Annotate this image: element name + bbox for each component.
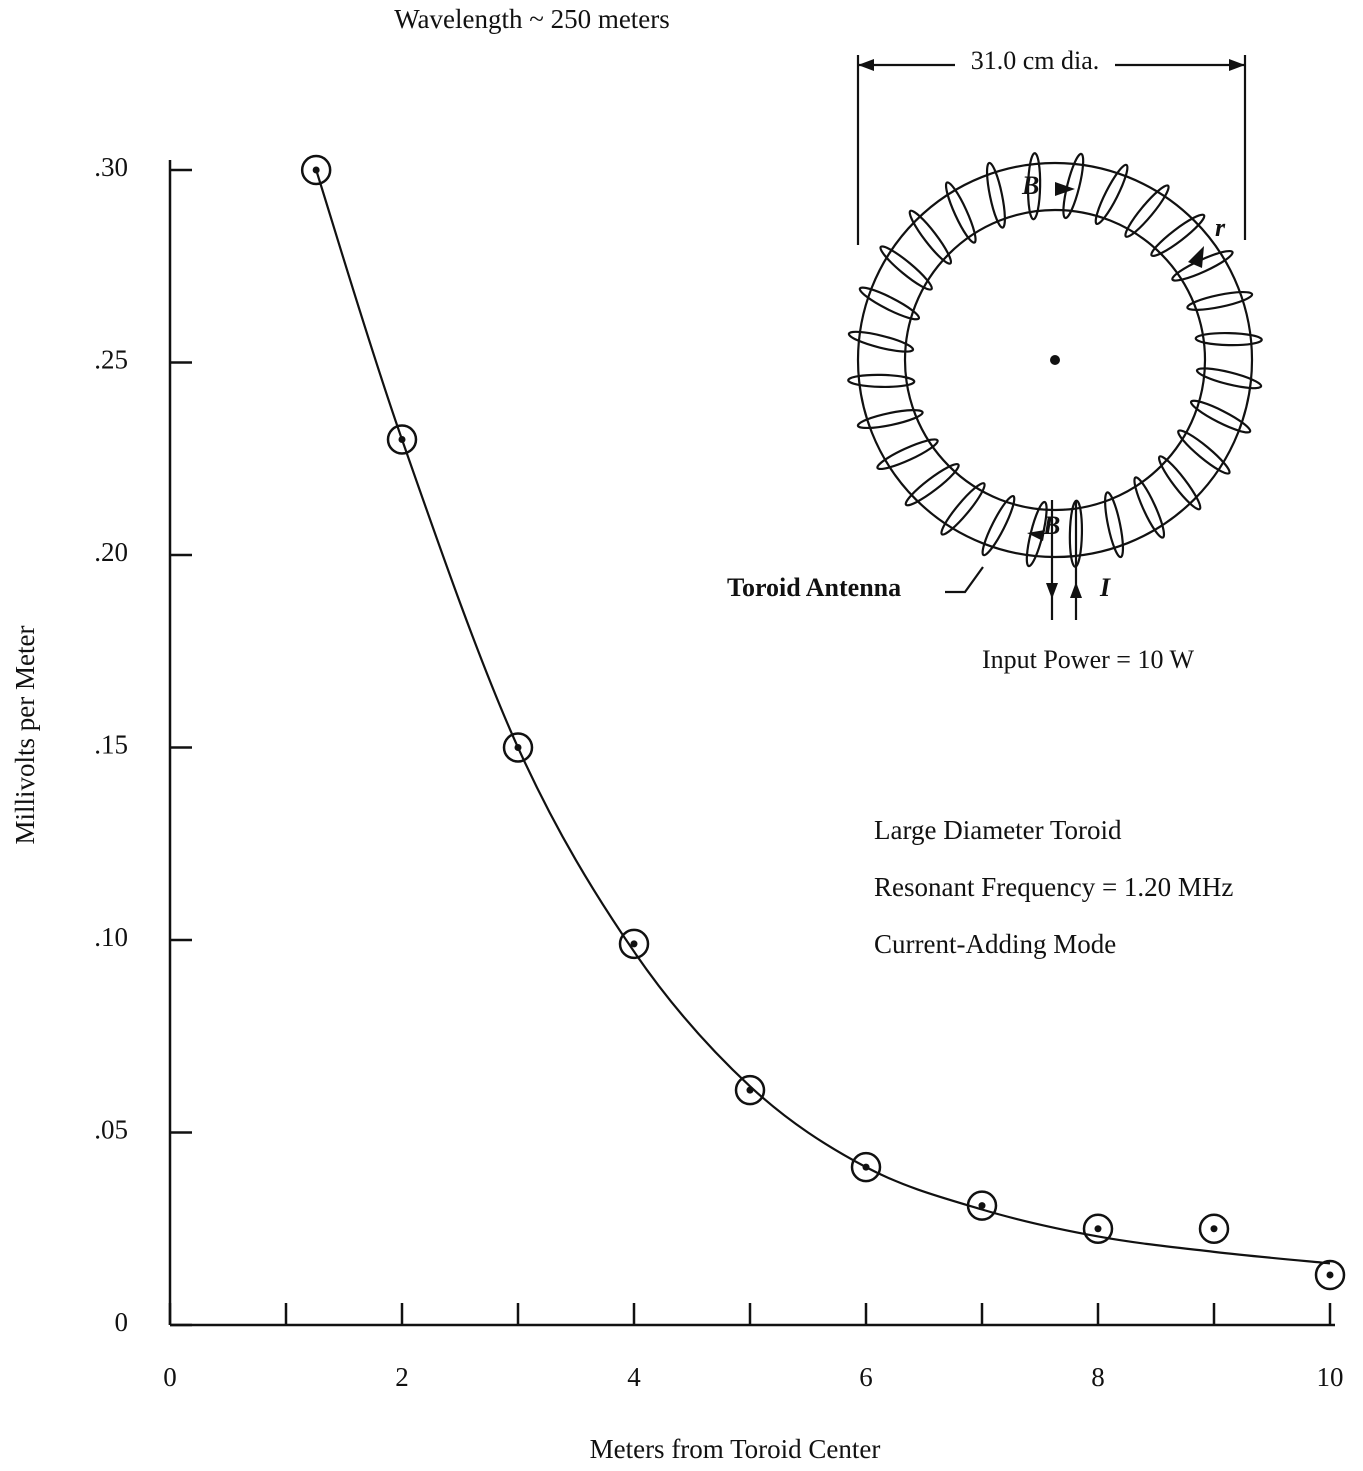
winding: [858, 286, 921, 321]
marker-ring: [850, 1151, 882, 1183]
winding: [847, 373, 916, 389]
y-tick-label: .30: [94, 152, 128, 182]
y-tick-label: 0: [115, 1307, 129, 1337]
toroid-diagram: 31.0 cm dia. B r B I Toroid Antenna Inpu…: [727, 46, 1263, 674]
field-arrow: [1055, 182, 1075, 196]
field-label: B: [1021, 171, 1039, 200]
toroid-outer: [856, 161, 1254, 559]
winding: [981, 494, 1016, 557]
winding: [940, 482, 986, 536]
marker-dot: [978, 1202, 986, 1210]
winding: [879, 245, 933, 291]
marker-ring: [1314, 1259, 1346, 1291]
y-tick-label: .25: [94, 345, 128, 375]
radius-label: r: [1215, 213, 1226, 242]
x-axis-label: Meters from Toroid Center: [590, 1434, 881, 1464]
winding: [944, 181, 977, 244]
field-arrow: [1188, 246, 1204, 268]
y-tick-label: .10: [94, 922, 128, 952]
annotation: Large Diameter Toroid: [874, 815, 1122, 845]
winding: [908, 209, 953, 265]
x-tick-label: 10: [1317, 1362, 1344, 1392]
annotation: Resonant Frequency = 1.20 MHz: [874, 872, 1233, 902]
winding: [1104, 491, 1125, 559]
winding: [1025, 500, 1048, 568]
marker-ring: [734, 1074, 766, 1106]
winding: [1068, 499, 1084, 568]
fit-curve: [315, 169, 1331, 1265]
y-tick-label: .05: [94, 1115, 128, 1145]
winding: [904, 462, 960, 507]
y-tick-label: .15: [94, 730, 128, 760]
chart-title: Wavelength ~ 250 meters: [394, 4, 670, 34]
winding: [1194, 331, 1263, 347]
winding: [1094, 163, 1129, 226]
current-arrow: [1046, 582, 1082, 599]
winding: [1195, 367, 1263, 390]
power-label: Input Power = 10 W: [982, 645, 1195, 674]
winding: [1062, 152, 1085, 220]
data-point: [1198, 1213, 1230, 1244]
winding: [1124, 184, 1170, 238]
winding: [1133, 476, 1166, 539]
annotation: Current-Adding Mode: [874, 929, 1116, 959]
x-tick-label: 6: [859, 1362, 873, 1392]
x-tick-label: 2: [395, 1362, 409, 1392]
antenna-label: Toroid Antenna: [727, 573, 901, 602]
label-bg: [955, 46, 1115, 80]
marker-ring: [1082, 1213, 1114, 1244]
y-tick-label: .20: [94, 537, 128, 567]
winding: [1150, 213, 1206, 258]
y-axis-label: Millivolts per Meter: [10, 626, 40, 845]
winding: [847, 330, 915, 353]
marker-ring: [386, 424, 418, 455]
winding: [1157, 455, 1202, 511]
data-point: [734, 1074, 766, 1106]
winding: [985, 161, 1006, 229]
winding: [1026, 152, 1042, 221]
marker-dot: [1326, 1271, 1334, 1279]
current-label: I: [1099, 573, 1111, 602]
winding: [1189, 399, 1252, 434]
toroid-inner: [903, 208, 1207, 512]
data-point: [618, 928, 650, 960]
marker-ring: [618, 928, 650, 960]
toroid-center: [1050, 355, 1060, 365]
winding: [876, 438, 939, 471]
data-point: [1082, 1213, 1114, 1244]
data-point: [1314, 1259, 1346, 1291]
dimension-label: 31.0 cm dia.: [971, 46, 1100, 75]
x-tick-label: 8: [1091, 1362, 1105, 1392]
marker-ring: [502, 732, 534, 763]
marker-dot: [630, 940, 638, 948]
marker-ring: [300, 154, 332, 186]
marker-dot: [1094, 1225, 1102, 1233]
winding: [1186, 290, 1254, 311]
pointer: [945, 566, 984, 594]
marker-ring: [1198, 1213, 1230, 1244]
winding: [1177, 429, 1231, 475]
x-tick-label: 0: [163, 1362, 177, 1392]
marker-dot: [1210, 1225, 1218, 1233]
winding: [856, 409, 924, 430]
winding: [1171, 249, 1234, 282]
x-tick-label: 4: [627, 1362, 641, 1392]
